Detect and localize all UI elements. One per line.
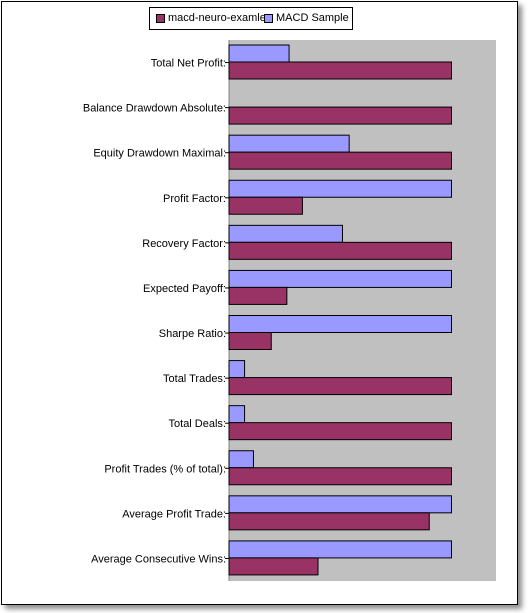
bar-macd-neuro-examle [228, 151, 452, 170]
bar-macd-neuro-examle [228, 557, 319, 576]
legend: macd-neuro-examle MACD Sample [149, 7, 353, 30]
category-label: Sharpe Ratio: [159, 328, 226, 340]
plot-area [229, 40, 496, 581]
category-label: Recovery Factor: [142, 238, 226, 250]
category-label: Profit Factor: [163, 193, 226, 205]
bar-macd-neuro-examle [228, 196, 303, 215]
bar-macd-sample [228, 495, 452, 514]
bar-macd-sample [228, 44, 290, 63]
bar-macd-sample [228, 540, 452, 559]
legend-label-series-2: MACD Sample [276, 12, 349, 24]
bar-macd-sample [228, 179, 452, 198]
bar-macd-neuro-examle [228, 241, 452, 260]
category-label: Balance Drawdown Absolute: [83, 103, 226, 115]
bar-macd-neuro-examle [228, 467, 452, 486]
bar-macd-neuro-examle [228, 286, 288, 305]
bar-macd-neuro-examle [228, 332, 272, 350]
category-label: Average Consecutive Wins: [91, 553, 226, 565]
bar-macd-neuro-examle [228, 106, 452, 125]
category-label: Equity Drawdown Maximal: [93, 148, 226, 160]
category-label: Total Trades: [163, 373, 226, 385]
legend-swatch-series-2 [264, 14, 273, 23]
bar-macd-sample [228, 405, 246, 424]
category-label: Average Profit Trade: [122, 508, 226, 520]
category-label: Total Net Profit: [151, 58, 226, 70]
bar-macd-sample [228, 315, 452, 333]
bar-macd-sample [228, 450, 254, 469]
bar-macd-sample [228, 224, 343, 243]
bar-macd-sample [228, 360, 246, 379]
bar-macd-neuro-examle [228, 377, 452, 396]
legend-label-series-1: macd-neuro-examle [168, 12, 266, 24]
category-label: Profit Trades (% of total): [104, 463, 226, 475]
bar-macd-sample [228, 134, 350, 153]
category-label: Total Deals: [169, 418, 226, 430]
bar-macd-neuro-examle [228, 512, 430, 531]
bar-macd-sample [228, 269, 452, 288]
bar-macd-neuro-examle [228, 422, 452, 441]
legend-swatch-series-1 [156, 14, 165, 23]
category-label: Expected Payoff: [143, 283, 226, 295]
bar-macd-neuro-examle [228, 61, 452, 80]
